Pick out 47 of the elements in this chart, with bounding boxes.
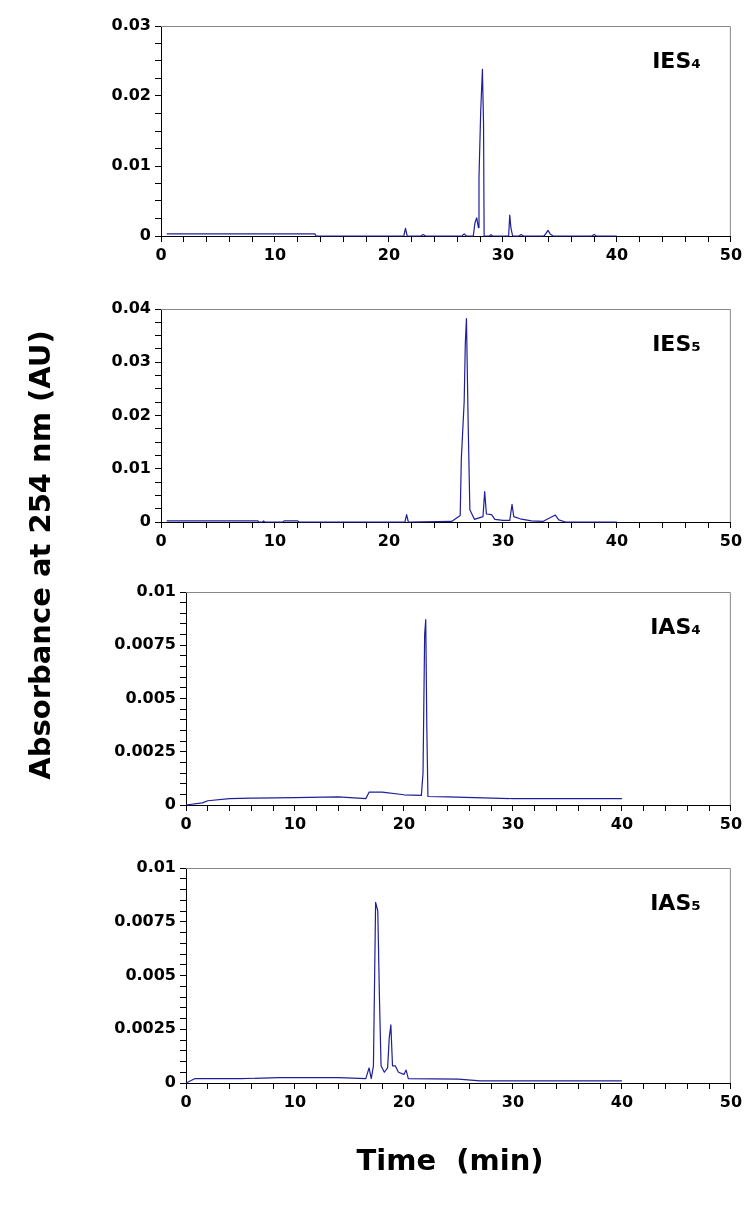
y-tick-label: 0.01 (111, 457, 151, 477)
x-tick-label: 10 (263, 244, 287, 264)
x-tick-label: 50 (719, 244, 742, 264)
x-tick-label: 30 (501, 813, 525, 833)
y-tick-label: 0.02 (111, 85, 151, 105)
text: IES₅ (652, 331, 701, 356)
y-tick-label: 0.005 (125, 687, 176, 707)
x-tick-label: 40 (605, 244, 629, 264)
x-tick-label: 0 (180, 813, 192, 833)
x-tick-label: 30 (501, 1091, 525, 1111)
y-tick-label: 0.0075 (114, 634, 176, 654)
y-tick-label: 0 (164, 1072, 176, 1092)
x-tick-label: 20 (377, 530, 401, 550)
y-tick-label: 0.03 (111, 351, 151, 371)
y-tick-label: 0.01 (136, 857, 176, 877)
x-tick-label: 10 (283, 1091, 307, 1111)
x-tick-label: 20 (392, 1091, 416, 1111)
x-tick-label: 0 (180, 1091, 192, 1111)
x-tick-label: 20 (392, 813, 416, 833)
y-tick-label: 0.0025 (114, 740, 176, 760)
y-tick-label: 0.02 (111, 404, 151, 424)
x-tick-label: 50 (719, 813, 742, 833)
x-tick-label: 50 (719, 530, 742, 550)
y-tick-label: 0.03 (111, 15, 151, 35)
x-tick-label: 30 (491, 244, 515, 264)
y-tick-label: 0 (139, 511, 151, 531)
y-tick-label: 0.005 (125, 964, 176, 984)
y-tick-label: 0.01 (111, 155, 151, 175)
y-tick-label: 0.0025 (114, 1018, 176, 1038)
x-tick-label: 20 (377, 244, 401, 264)
y-tick-label: 0.01 (136, 581, 176, 601)
x-tick-label: 10 (283, 813, 307, 833)
x-tick-label: 10 (263, 530, 287, 550)
text: IAS₅ (650, 890, 701, 915)
x-tick-label: 40 (610, 1091, 634, 1111)
y-tick-label: 0.0075 (114, 910, 176, 930)
x-tick-label: 30 (491, 530, 515, 550)
y-tick-label: 0.04 (111, 298, 151, 318)
text: IAS₄ (650, 614, 701, 639)
y-tick-label: 0 (139, 225, 151, 245)
y-tick-label: 0 (164, 794, 176, 814)
text: IES₄ (652, 48, 701, 73)
x-tick-label: 40 (610, 813, 634, 833)
x-tick-label: 40 (605, 530, 629, 550)
y-axis-title: Absorbance at 254 nm (AU) (23, 330, 57, 780)
x-tick-label: 50 (719, 1091, 742, 1111)
x-axis-title: Time (min) (356, 1143, 544, 1177)
